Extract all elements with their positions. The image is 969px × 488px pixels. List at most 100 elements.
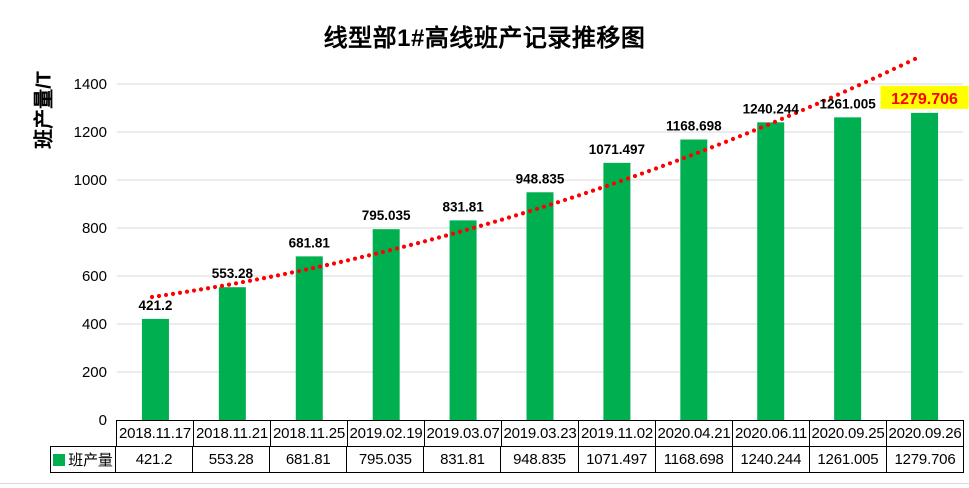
trendline-dot[interactable] [457, 229, 463, 234]
trendline-dot[interactable] [303, 267, 309, 272]
trendline-dot[interactable] [478, 223, 484, 228]
bar-2018.11.17[interactable] [141, 318, 169, 420]
trendline-dot[interactable] [800, 107, 806, 113]
trendline-dot[interactable] [226, 282, 232, 287]
trendline-dot[interactable] [520, 211, 526, 216]
trendline-dot[interactable] [506, 215, 512, 220]
trendline-dot[interactable] [905, 60, 911, 65]
trendline-dot[interactable] [191, 288, 197, 293]
trendline-dot[interactable] [632, 173, 638, 179]
trendline-dot[interactable] [765, 122, 771, 127]
trendline-dot[interactable] [261, 275, 267, 281]
trendline-dot[interactable] [688, 153, 694, 158]
trendline-dot[interactable] [828, 95, 834, 100]
trendline-dot[interactable] [471, 225, 477, 230]
trendline-dot[interactable] [898, 63, 904, 68]
trendline-dot[interactable] [513, 213, 519, 218]
trendline-dot[interactable] [653, 166, 659, 171]
trendline-dot[interactable] [548, 202, 554, 207]
trendline-dot[interactable] [912, 56, 918, 62]
trendline-dot[interactable] [429, 237, 435, 242]
bar-2019.11.02[interactable] [603, 162, 631, 421]
trendline-dot[interactable] [625, 176, 631, 181]
trendline-dot[interactable] [464, 227, 470, 232]
trendline-dot[interactable] [415, 240, 421, 246]
trendline-dot[interactable] [296, 268, 302, 274]
trendline-dot[interactable] [275, 273, 281, 278]
trendline-dot[interactable] [177, 290, 183, 295]
trendline-dot[interactable] [646, 168, 652, 174]
trendline-dot[interactable] [772, 119, 778, 124]
trendline-dot[interactable] [338, 259, 344, 264]
trendline-dot[interactable] [184, 289, 190, 294]
trendline-dot[interactable] [891, 66, 897, 72]
trendline-dot[interactable] [310, 265, 316, 271]
trendline-dot[interactable] [877, 73, 883, 78]
trendline-dot[interactable] [590, 188, 596, 193]
trendline-dot[interactable] [555, 200, 561, 205]
trendline-dot[interactable] [744, 131, 750, 136]
trendline-dot[interactable] [723, 139, 729, 144]
trendline-dot[interactable] [576, 193, 582, 198]
trendline-dot[interactable] [758, 125, 764, 130]
bar-2020.09.25[interactable] [834, 117, 862, 421]
trendline-dot[interactable] [737, 134, 743, 139]
trendline-dot[interactable] [849, 86, 855, 91]
trendline-dot[interactable] [611, 181, 617, 186]
trendline-dot[interactable] [450, 231, 456, 236]
bar-2019.03.23[interactable] [526, 192, 554, 420]
trendline-dot[interactable] [289, 270, 295, 275]
trendline-dot[interactable] [198, 287, 204, 292]
trendline-dot[interactable] [240, 279, 246, 285]
trendline-dot[interactable] [219, 283, 225, 288]
trendline-dot[interactable] [394, 246, 400, 251]
trendline-dot[interactable] [835, 92, 841, 97]
trendline-dot[interactable] [856, 83, 862, 88]
trendline-dot[interactable] [156, 293, 162, 299]
trendline-dot[interactable] [247, 278, 253, 283]
trendline-dot[interactable] [324, 262, 330, 268]
trendline-dot[interactable] [842, 89, 848, 94]
trendline-dot[interactable] [149, 294, 155, 300]
trendline-dot[interactable] [779, 116, 785, 121]
trendline-dot[interactable] [884, 70, 890, 75]
trendline-dot[interactable] [527, 208, 533, 214]
trendline-dot[interactable] [569, 195, 575, 200]
trendline-dot[interactable] [282, 271, 288, 277]
bar-2018.11.25[interactable] [295, 256, 323, 420]
trendline-dot[interactable] [233, 281, 239, 286]
legend-item[interactable]: 班产量 [50, 446, 116, 473]
trendline-dot[interactable] [709, 145, 715, 150]
trendline-dot[interactable] [674, 158, 680, 163]
trendline-dot[interactable] [597, 186, 603, 191]
trendline-dot[interactable] [331, 261, 337, 266]
trendline-dot[interactable] [408, 242, 414, 247]
trendline-dot[interactable] [422, 239, 428, 244]
trendline-dot[interactable] [695, 150, 701, 155]
trendline-dot[interactable] [401, 244, 407, 249]
trendline-dot[interactable] [870, 76, 876, 81]
trendline-dot[interactable] [373, 251, 379, 256]
bar-2020.06.11[interactable] [757, 122, 785, 421]
trendline-dot[interactable] [366, 253, 372, 258]
trendline-dot[interactable] [163, 292, 169, 298]
trendline-dot[interactable] [660, 163, 666, 168]
trendline-dot[interactable] [716, 142, 722, 147]
bar-2020.04.21[interactable] [680, 139, 708, 420]
trendline-dot[interactable] [443, 233, 449, 238]
trendline-dot[interactable] [492, 219, 498, 224]
bar-2018.11.21[interactable] [218, 287, 246, 420]
trendline-dot[interactable] [387, 248, 393, 253]
trendline-dot[interactable] [814, 101, 820, 106]
trendline-dot[interactable] [254, 277, 260, 282]
trendline-dot[interactable] [639, 171, 645, 176]
trendline-dot[interactable] [751, 128, 757, 133]
trendline-dot[interactable] [436, 235, 442, 240]
trendline-dot[interactable] [681, 155, 687, 161]
trendline-dot[interactable] [359, 254, 365, 260]
trendline-dot[interactable] [212, 284, 218, 290]
trendline-dot[interactable] [604, 183, 610, 188]
trendline-dot[interactable] [702, 147, 708, 153]
trendline-dot[interactable] [793, 110, 799, 116]
trendline-dot[interactable] [667, 161, 673, 166]
